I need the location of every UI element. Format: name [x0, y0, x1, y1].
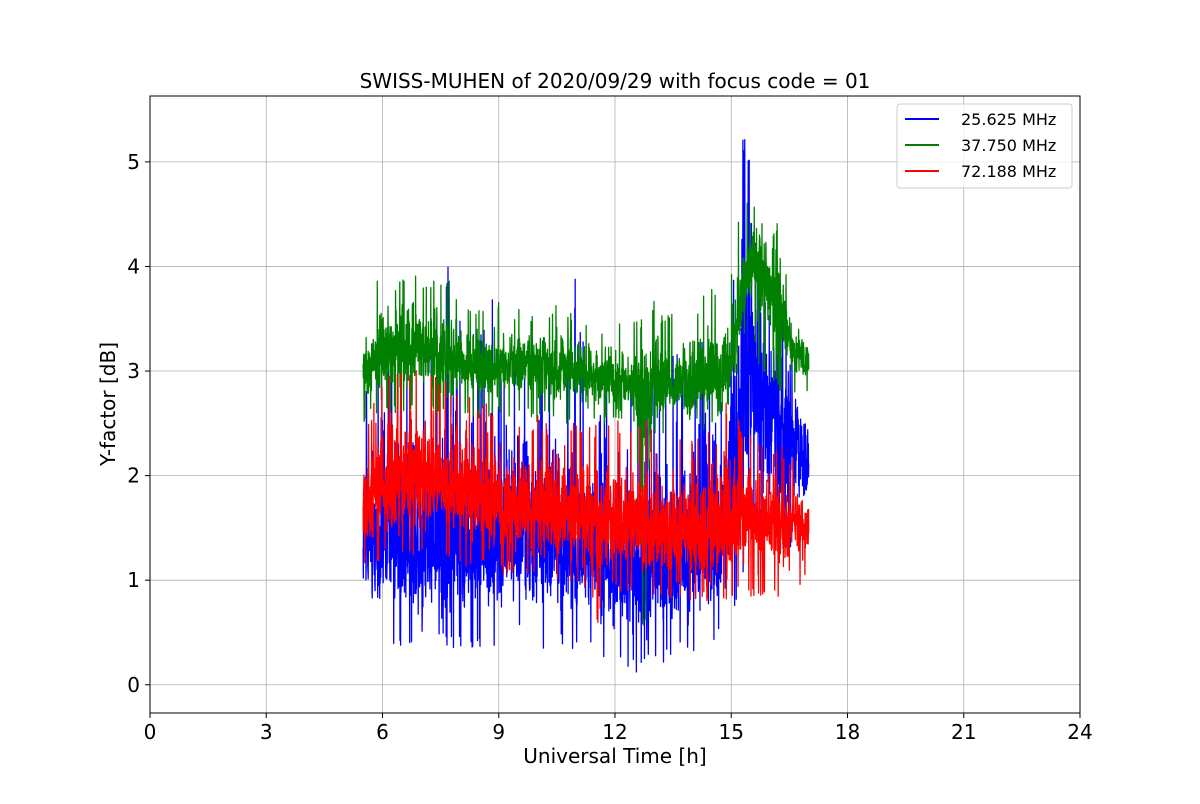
- y-tick-label: 4: [127, 254, 140, 278]
- x-tick-label: 3: [260, 720, 273, 744]
- x-tick-label: 6: [376, 720, 389, 744]
- x-tick-label: 0: [144, 720, 157, 744]
- legend-label: 37.750 MHz: [961, 136, 1056, 155]
- y-tick-label: 3: [127, 359, 140, 383]
- y-tick-label: 2: [127, 464, 140, 488]
- y-tick-label: 0: [127, 673, 140, 697]
- x-axis-label: Universal Time [h]: [523, 744, 706, 768]
- x-tick-label: 21: [951, 720, 976, 744]
- chart-title: SWISS-MUHEN of 2020/09/29 with focus cod…: [360, 69, 871, 93]
- x-tick-label: 15: [719, 720, 744, 744]
- x-tick-label: 12: [602, 720, 627, 744]
- legend-label: 25.625 MHz: [961, 110, 1056, 129]
- x-tick-label: 9: [492, 720, 505, 744]
- x-tick-label: 18: [835, 720, 860, 744]
- y-tick-label: 5: [127, 150, 140, 174]
- legend-label: 72.188 MHz: [961, 162, 1056, 181]
- legend: 25.625 MHz 37.750 MHz 72.188 MHz: [897, 104, 1072, 188]
- x-tick-label: 24: [1067, 720, 1092, 744]
- y-tick-label: 1: [127, 568, 140, 592]
- y-axis-label: Y-factor [dB]: [96, 342, 120, 467]
